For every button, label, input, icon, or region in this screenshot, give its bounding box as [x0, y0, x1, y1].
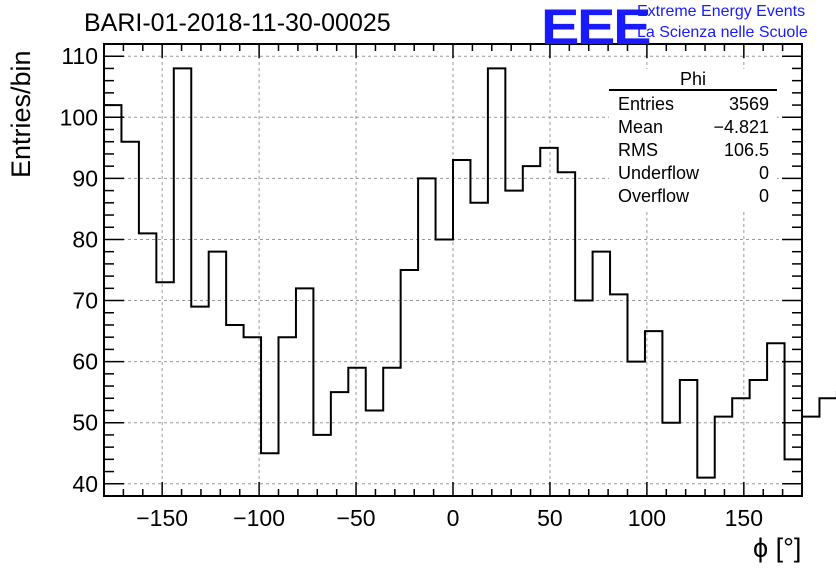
x-tick-label: 150: [725, 505, 763, 531]
x-tick-label: −50: [337, 505, 376, 531]
stats-value: 0: [758, 186, 769, 206]
stats-key: Overflow: [618, 186, 690, 206]
stats-title: Phi: [609, 69, 777, 91]
x-tick-label: −100: [233, 505, 285, 531]
y-tick-label: 80: [72, 226, 98, 252]
brand-line-1: Extreme Energy Events: [637, 3, 806, 20]
stats-key: Underflow: [618, 163, 700, 183]
x-tick-label: 100: [628, 505, 666, 531]
eee-logo: EEE: [541, 0, 651, 55]
y-tick-label: 50: [72, 410, 98, 436]
y-axis-label: Entries/bin: [6, 50, 36, 178]
y-tick-label: 40: [72, 471, 98, 497]
y-tick-label: 90: [72, 165, 98, 191]
brand-line-2: La Scienza nelle Scuole: [637, 24, 808, 41]
y-tick-label: 100: [60, 104, 98, 130]
stats-value: 0: [758, 163, 769, 183]
x-tick-label: 0: [447, 505, 460, 531]
y-tick-label: 70: [72, 288, 98, 314]
stats-value: 106.5: [723, 140, 769, 160]
x-axis-label: ϕ [°]: [753, 533, 802, 563]
chart-title: BARI-01-2018-11-30-00025: [84, 9, 391, 37]
x-tick-label: 50: [537, 505, 563, 531]
stats-key: RMS: [618, 140, 658, 160]
stats-value: −4.821: [713, 117, 769, 137]
histogram-line: [104, 67, 836, 479]
stats-value: 3569: [728, 94, 769, 114]
x-tick-label: −150: [136, 505, 188, 531]
stats-key: Entries: [618, 94, 675, 114]
tick-labels: −150 −100 −50 0 50 100 150 40 50 60 70 80 90 100 110: [60, 43, 763, 531]
stats-box: Phi Entries 3569 Mean −4.821 RMS 106.5 U…: [609, 69, 777, 212]
axis-ticks: [103, 43, 803, 497]
y-tick-label: 110: [61, 43, 98, 69]
stats-key: Mean: [618, 117, 664, 137]
y-tick-label: 60: [72, 349, 98, 375]
